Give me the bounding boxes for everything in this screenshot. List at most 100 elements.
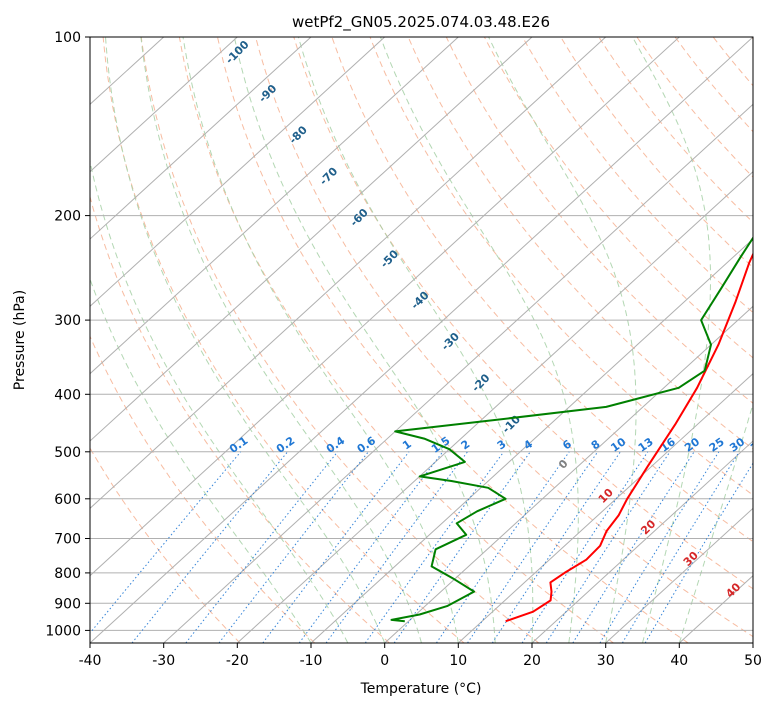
mixing-ratio-labels: 0.1 0.2 0.4 0.6 1 1.5 2 3 4 6 8 10 13 16 20 25 30 36 (227, 434, 753, 456)
dewpoint-line (390, 236, 753, 623)
mixing-ratio-label: 0.4 (324, 434, 348, 456)
y-tick-label: 600 (54, 492, 81, 508)
isotherm (90, 37, 312, 240)
x-tick-label: 0 (380, 653, 389, 669)
moist-adiabat (105, 37, 386, 643)
mixing-ratio-line (185, 451, 338, 643)
y-tick-label: 1000 (45, 623, 81, 639)
isotherm (90, 37, 386, 308)
dry-adiabat (445, 37, 753, 404)
moist-adiabat (678, 402, 753, 643)
dry-adiabat-label: 40 (723, 580, 743, 600)
isotherm (457, 372, 753, 643)
isotherm (90, 37, 459, 375)
mixing-ratio-label: 8 (589, 437, 603, 452)
isotherm (90, 37, 238, 173)
dry-adiabat (407, 37, 753, 450)
x-tick-label: -20 (226, 653, 249, 669)
moist-adiabat (380, 37, 579, 643)
isotherm (90, 37, 753, 643)
sounding-traces (390, 236, 753, 623)
dry-adiabat-label: -40 (408, 288, 431, 311)
isotherm (752, 642, 753, 643)
mixing-ratio-label: 0.6 (355, 434, 379, 456)
mixing-ratio-line (644, 462, 753, 643)
dry-adiabat (331, 37, 753, 543)
y-tick-label: 200 (54, 209, 81, 225)
dry-adiabat (255, 37, 753, 638)
dry-adiabat (636, 37, 753, 178)
dry-adiabat-label: -30 (439, 330, 462, 353)
x-tick-label: 40 (670, 653, 688, 669)
moist-adiabat (90, 158, 349, 643)
mixing-ratio-line (435, 451, 570, 643)
y-tick-label: 800 (54, 566, 81, 582)
dry-adiabat-label: 10 (596, 486, 616, 506)
x-tick-label: 10 (449, 653, 467, 669)
x-tick-label: -40 (79, 653, 102, 669)
dry-adiabat (369, 37, 753, 496)
dry-adiabat (483, 37, 753, 359)
mixing-ratio-line (131, 451, 288, 643)
mixing-ratio-label: 0.2 (274, 434, 297, 456)
isotherm (605, 507, 753, 643)
y-tick-label: 500 (54, 445, 81, 461)
mixing-ratio-line (621, 451, 740, 643)
y-tick-label: 900 (54, 596, 81, 612)
mixing-ratio-line (298, 451, 444, 643)
x-axis-ticks: -40 -30 -20 -10 0 10 20 30 40 50 (79, 643, 762, 669)
dry-adiabat (90, 195, 390, 643)
y-axis-ticks: 100 200 300 400 500 600 700 800 900 1000 (45, 30, 90, 639)
dry-adiabat (750, 37, 753, 40)
dry-adiabat (217, 37, 689, 643)
x-axis-label: Temperature (°C) (360, 681, 482, 697)
x-tick-label: -10 (300, 653, 323, 669)
y-tick-label: 700 (54, 532, 81, 548)
plot-frame (89, 36, 754, 644)
isotherm (310, 238, 753, 643)
mixing-ratio-line (491, 451, 621, 643)
x-tick-label: 50 (744, 653, 762, 669)
isotherm (90, 37, 607, 510)
dry-adiabat (178, 37, 614, 643)
mixing-ratio-label: 6 (560, 437, 574, 452)
mixing-ratio-line (262, 451, 410, 643)
mixing-ratio-label: 0.1 (227, 434, 250, 456)
isotherm (531, 440, 753, 643)
moist-adiabat (488, 37, 637, 643)
dry-adiabat-label: -20 (469, 371, 492, 394)
y-axis-label: Pressure (hPa) (12, 290, 28, 390)
mixing-ratio-line (521, 451, 649, 643)
dry-adiabat (90, 335, 316, 643)
moist-adiabat (90, 277, 312, 643)
x-tick-label: 20 (523, 653, 541, 669)
dry-adiabat-label: 30 (681, 549, 701, 569)
x-tick-label: 30 (597, 653, 615, 669)
mixing-ratio-line (572, 451, 695, 643)
moist-adiabat (140, 37, 422, 643)
moist-adiabat (182, 37, 459, 643)
dry-adiabat (712, 37, 753, 87)
mixing-ratio-line (364, 451, 505, 643)
mixing-ratio-line (599, 451, 720, 643)
isotherm (236, 170, 753, 643)
dry-adiabat-label: -80 (287, 123, 310, 146)
dry-adiabat-label: -50 (378, 247, 401, 270)
dry-adiabat (102, 37, 465, 643)
isotherm (90, 37, 680, 577)
x-tick-label: -30 (152, 653, 175, 669)
y-tick-label: 400 (54, 387, 81, 403)
mixing-ratio-line (467, 451, 599, 643)
dry-adiabat-label: -100 (223, 38, 252, 67)
dry-adiabat (90, 447, 241, 643)
mixing-ratio-label: 3 (495, 437, 509, 452)
mixing-ratio-label: 1 (400, 437, 414, 452)
mixing-ratio-line (90, 451, 242, 634)
moist-adiabat (297, 37, 534, 643)
chart-title: wetPf2_GN05.2025.074.03.48.E26 (292, 13, 550, 32)
y-tick-label: 300 (54, 313, 81, 329)
temperature-line (505, 251, 753, 623)
dry-adiabat-label: -10 (500, 412, 523, 435)
y-tick-label: 100 (54, 30, 81, 46)
